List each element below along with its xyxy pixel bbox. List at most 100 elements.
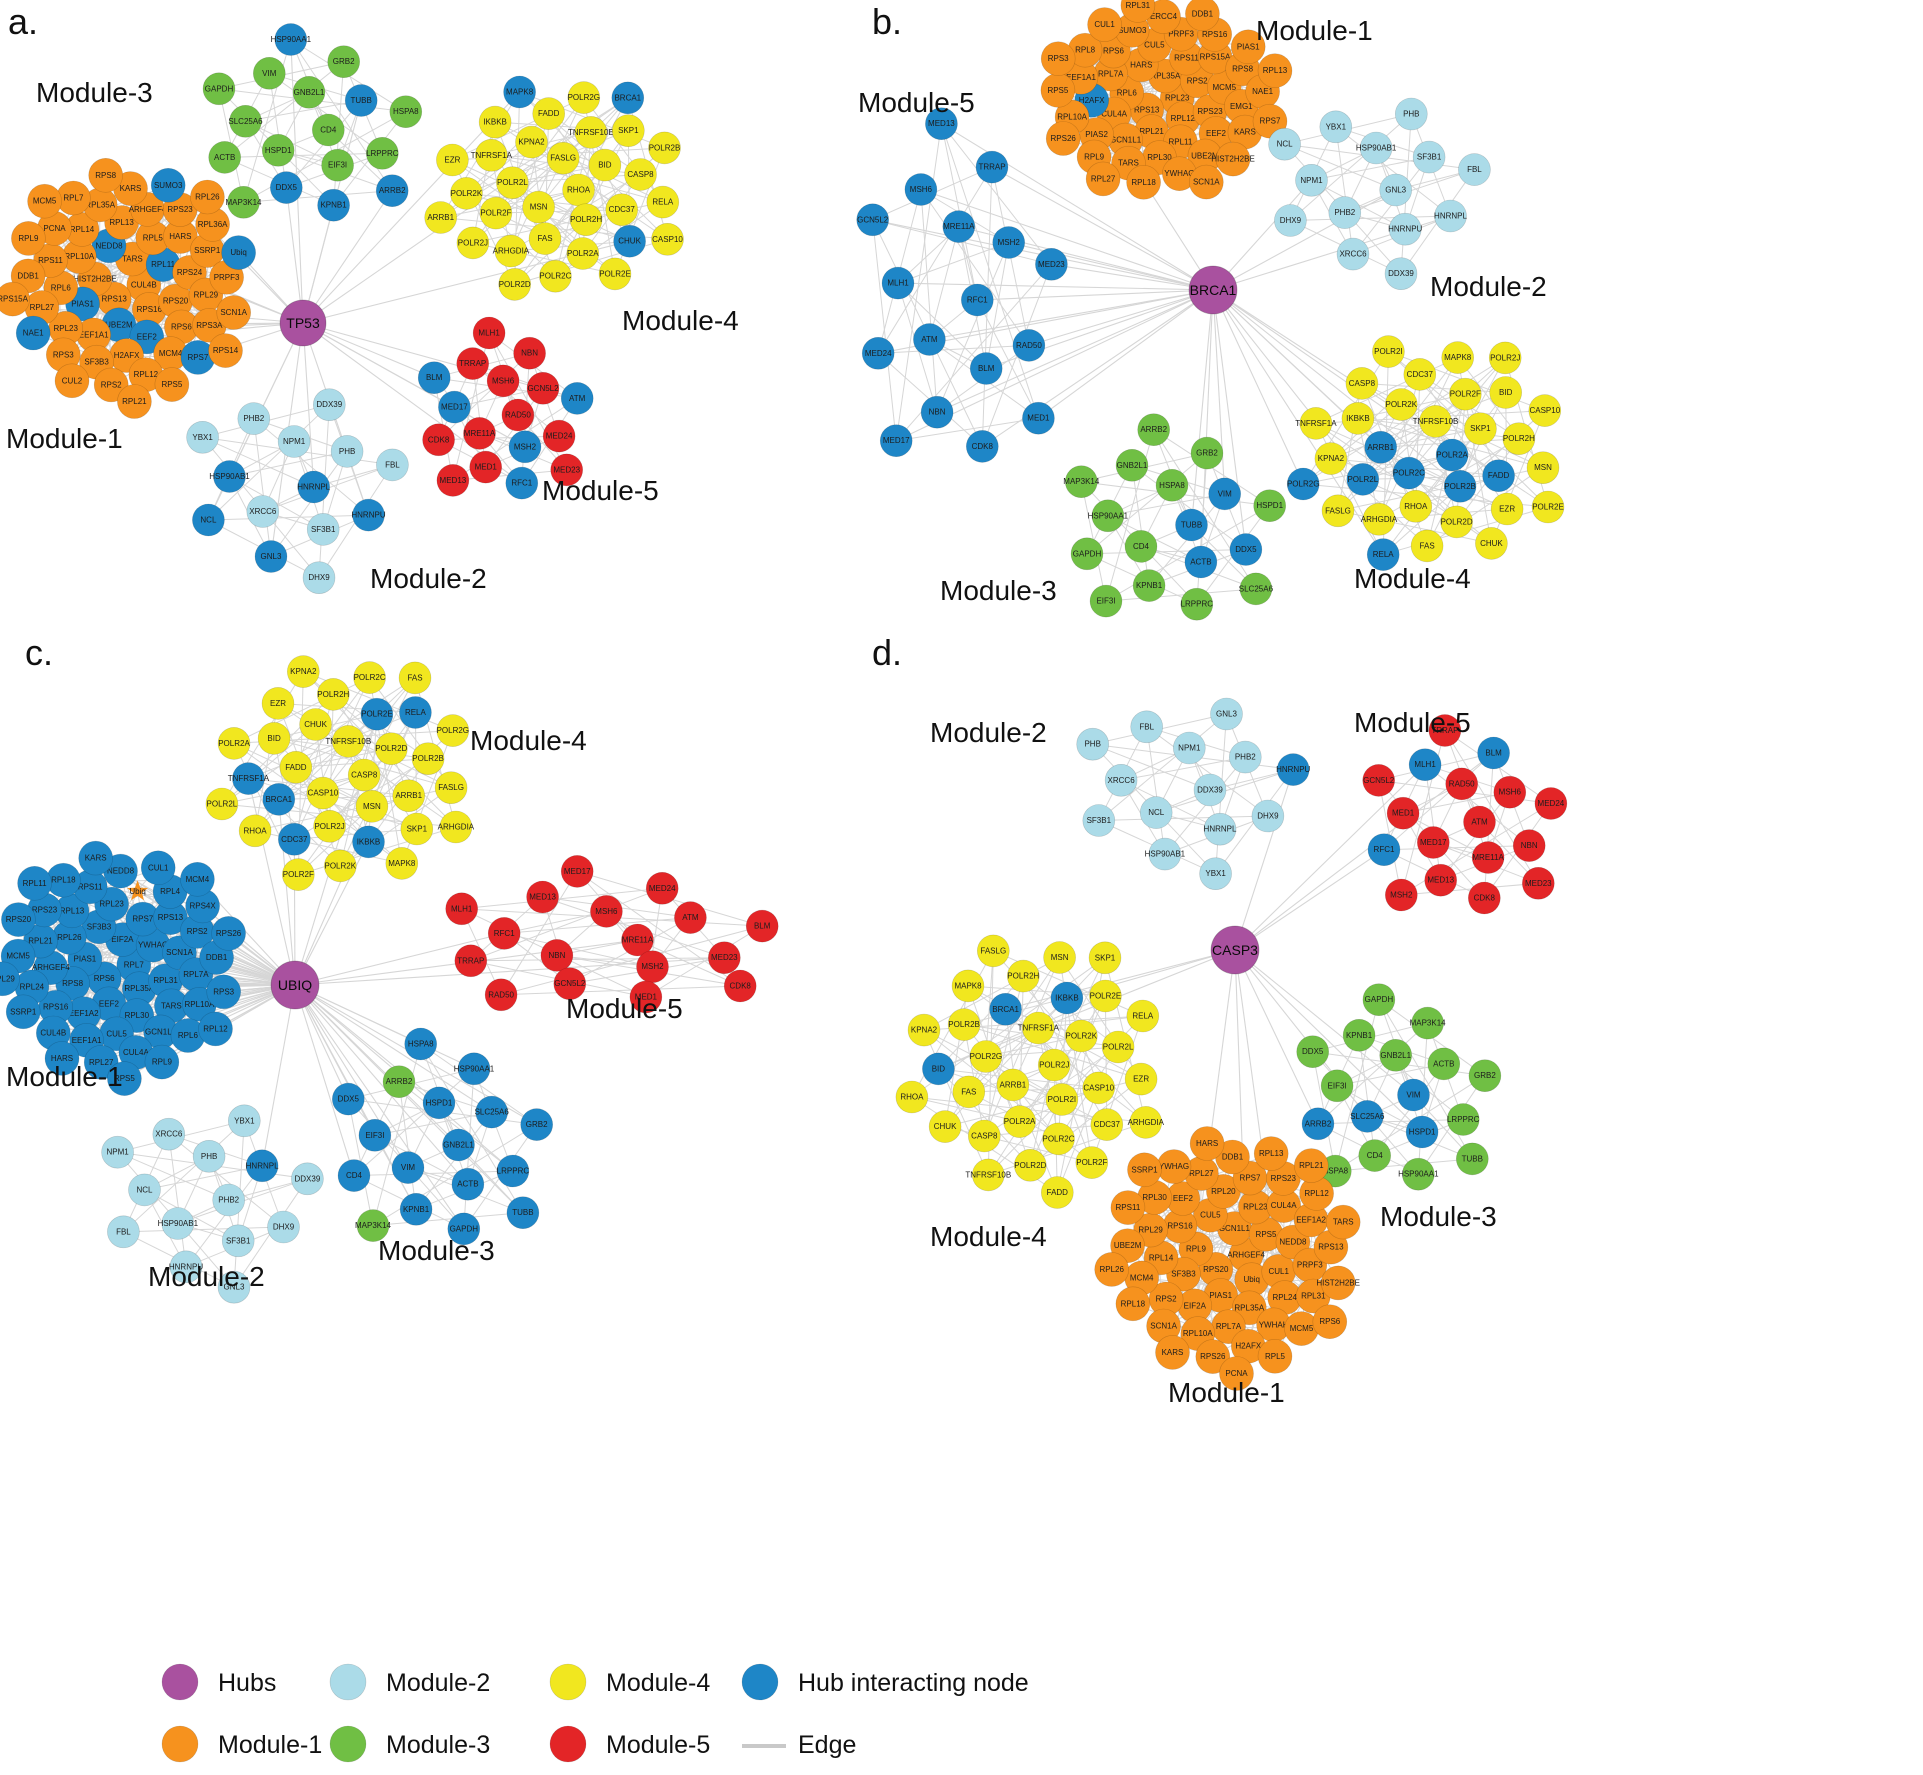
module-label-module-1: Module-1 (1168, 1377, 1285, 1408)
node-POLR2G (436, 714, 470, 747)
module-label-module-4: Module-4 (1354, 563, 1471, 594)
edge (1164, 756, 1246, 855)
node-MSN (1043, 941, 1076, 974)
hub-edge (981, 289, 1214, 447)
node-SKP1 (611, 114, 645, 147)
hub-edge (1195, 949, 1236, 1249)
edge (302, 671, 392, 750)
node-DDX5 (331, 1082, 365, 1116)
node-KPNB1 (1132, 569, 1166, 602)
hub-edge (1008, 241, 1214, 291)
edge (371, 730, 454, 807)
hub-edge (294, 984, 469, 1185)
node-ATM (560, 382, 594, 415)
edge (911, 1096, 1020, 1123)
node-MED23 (707, 941, 741, 975)
node-CHUK (613, 224, 646, 258)
module-label-module-1: Module-1 (6, 1061, 123, 1092)
node-RHOA (895, 1080, 929, 1114)
node-MED13 (526, 880, 559, 914)
node-NCL (128, 1173, 161, 1207)
hub-edge (1212, 189, 1396, 291)
node-BRCA1 (262, 783, 296, 816)
node-MAP3K14 (356, 1209, 390, 1242)
node-POLR2E (1089, 979, 1122, 1013)
node-DHX9 (1251, 799, 1285, 833)
edge (1302, 404, 1402, 485)
node-IKBKB (1341, 402, 1375, 435)
node-ARRB2 (382, 1065, 416, 1098)
node-POLR2E (1531, 490, 1565, 524)
edge (936, 242, 1010, 413)
node-PCNA (1219, 1356, 1254, 1391)
legend-swatch-module-4 (549, 1663, 587, 1701)
node-KARS (78, 840, 113, 876)
hub-edge (1234, 769, 1294, 951)
legend-swatch-hubs (161, 1663, 199, 1701)
node-POLR2A (1435, 438, 1469, 472)
edge (123, 1120, 245, 1233)
hub-edge (1234, 764, 1426, 951)
node-HSP90AB1 (1148, 837, 1182, 871)
edge (253, 418, 369, 516)
node-EZR (1124, 1062, 1158, 1096)
edge (1105, 588, 1256, 602)
module-label-module-1: Module-1 (1256, 15, 1373, 46)
node-KPNB1 (317, 188, 350, 222)
node-HSPD1 (1405, 1115, 1439, 1149)
edge (1092, 743, 1211, 791)
node-star-Ubiq (127, 880, 148, 901)
node-MLH1 (881, 266, 915, 300)
node-POLR2K (1065, 1019, 1098, 1053)
node-TNFRSF10B (574, 116, 608, 149)
node-POLR2H (569, 203, 603, 236)
node-GNB2L1 (1115, 448, 1149, 482)
node-GCN5L2 (526, 371, 560, 405)
node-HSP90AB1 (161, 1207, 195, 1240)
hub-edge (1234, 849, 1385, 951)
node-RPS5 (107, 1061, 142, 1096)
node-DDB1 (1185, 0, 1220, 32)
module-label-module-5: Module-5 (542, 475, 659, 506)
node-CD4 (1124, 530, 1158, 563)
node-BRCA1 (989, 992, 1022, 1026)
node-GAPDH (1362, 983, 1396, 1017)
node-EIF3I (321, 148, 354, 182)
node-MED23 (550, 453, 584, 487)
edge (1131, 465, 1150, 586)
node-KPNB1 (1342, 1019, 1376, 1052)
node-EZR (1490, 492, 1524, 526)
node-POLR2F (1449, 377, 1482, 411)
hub-edge (941, 123, 1214, 291)
node-BLM (417, 361, 451, 395)
node-CD4 (311, 113, 345, 147)
node-NBN (1512, 829, 1546, 862)
node-BRCA1 (611, 81, 645, 115)
legend: Hubs Module-1 Module-2 Module-3 Module-4 Modu… (161, 1663, 1029, 1763)
node-XRCC6 (152, 1117, 186, 1151)
node-MSH2 (992, 226, 1026, 259)
edge (501, 985, 741, 996)
node-KPNA2 (515, 125, 548, 159)
node-RAD50 (484, 978, 518, 1012)
node-TUBB (1456, 1142, 1489, 1176)
node-SKP1 (400, 812, 434, 846)
node-GNL3 (1210, 697, 1243, 731)
node-NAE1 (15, 315, 51, 351)
edge (440, 189, 579, 218)
edge (495, 132, 592, 214)
node-GRB2 (1190, 436, 1224, 470)
node-RHOA (1399, 489, 1433, 523)
node-HNRNPU (169, 1250, 203, 1284)
node-PIAS1 (1230, 29, 1266, 65)
hub-edge (1212, 289, 1226, 494)
node-EZR (261, 687, 295, 720)
node-MED1 (1022, 401, 1055, 435)
node-BLM (969, 352, 1003, 385)
node-CASP8 (1345, 367, 1379, 400)
node-FAS (528, 222, 562, 255)
node-HARS (44, 1041, 80, 1076)
node-POLR2J (313, 809, 346, 843)
node-ATM (913, 323, 946, 356)
node-GNL3 (1379, 173, 1412, 207)
